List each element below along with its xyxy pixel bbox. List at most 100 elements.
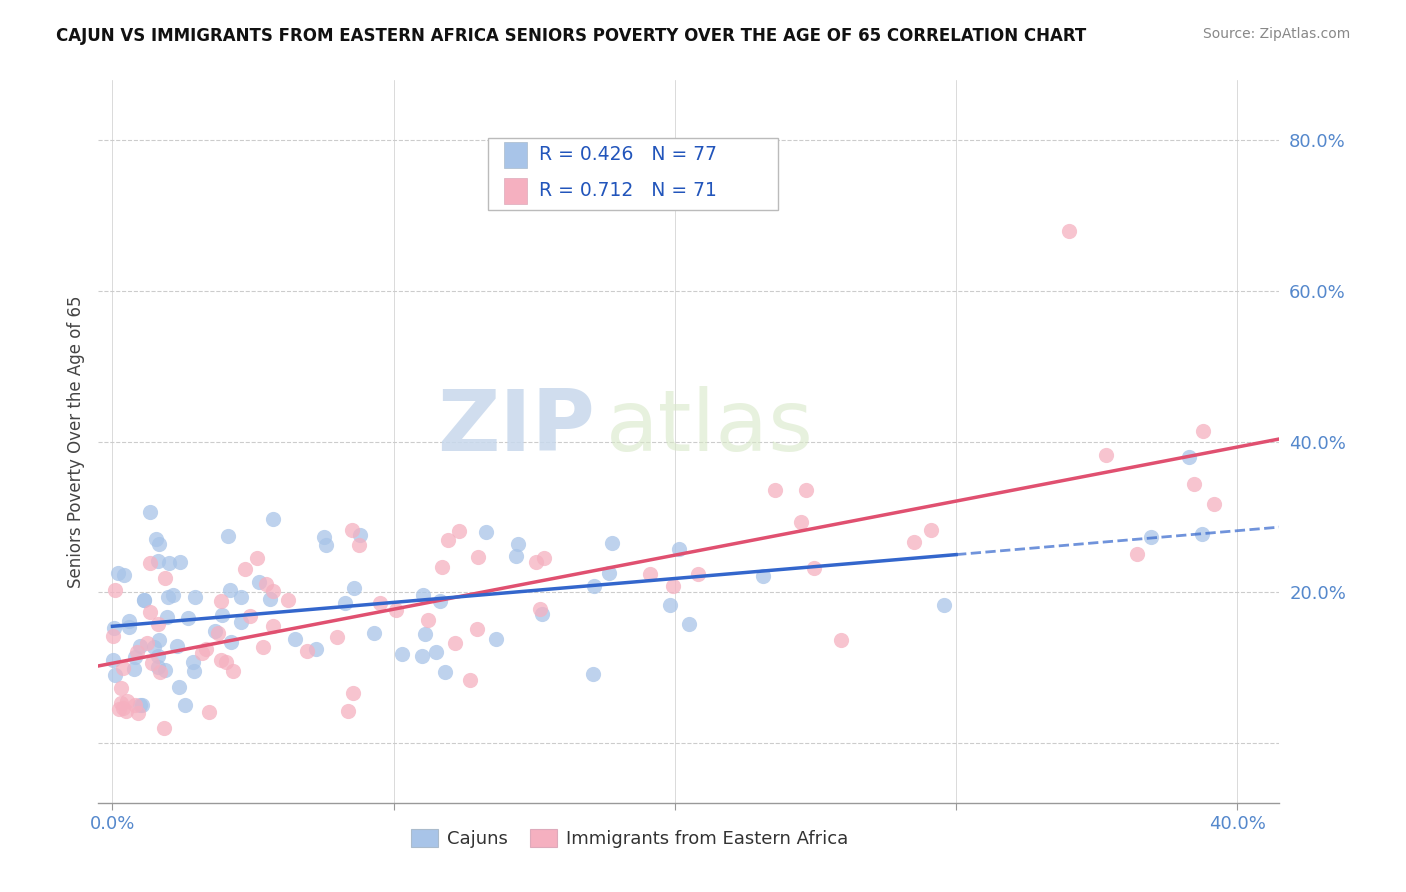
Point xyxy=(262,618,284,632)
Point xyxy=(349,528,371,542)
Point xyxy=(1126,547,1149,561)
Point xyxy=(108,702,131,716)
Point xyxy=(1204,497,1226,511)
Point xyxy=(752,569,775,583)
Point xyxy=(458,673,481,687)
Point xyxy=(148,660,170,674)
Point xyxy=(315,538,337,552)
Point xyxy=(218,582,240,597)
Point xyxy=(148,632,170,647)
Point xyxy=(122,663,145,677)
Point xyxy=(143,640,166,655)
Point xyxy=(508,537,530,551)
Point xyxy=(148,616,170,631)
Point xyxy=(149,665,172,679)
Point xyxy=(343,581,366,595)
Point xyxy=(418,613,440,627)
Point xyxy=(903,535,925,549)
Point xyxy=(425,645,447,659)
Point xyxy=(103,628,125,642)
Point xyxy=(254,577,277,591)
Point xyxy=(688,566,710,581)
Point xyxy=(207,626,229,640)
Point xyxy=(465,622,488,636)
Point xyxy=(156,610,179,624)
Point xyxy=(217,529,239,543)
Point xyxy=(211,608,233,623)
Point xyxy=(411,648,433,663)
Point xyxy=(219,635,242,649)
Point xyxy=(333,596,356,610)
Point xyxy=(934,598,956,612)
Point xyxy=(259,592,281,607)
Point xyxy=(107,566,129,580)
Point xyxy=(135,636,157,650)
Point xyxy=(148,537,170,551)
Point xyxy=(231,615,253,629)
Point xyxy=(183,664,205,678)
Point xyxy=(169,555,191,569)
Point xyxy=(661,579,683,593)
Point xyxy=(368,596,391,610)
Point xyxy=(153,571,176,585)
Point xyxy=(148,554,170,568)
Point xyxy=(1140,530,1163,544)
Point xyxy=(340,523,363,537)
Point xyxy=(658,598,681,612)
Point xyxy=(247,574,270,589)
Point xyxy=(430,559,453,574)
Point xyxy=(157,591,180,605)
Point xyxy=(110,681,132,695)
Bar xyxy=(503,178,527,204)
Point xyxy=(475,525,498,540)
Point xyxy=(1182,476,1205,491)
Point xyxy=(582,666,605,681)
Text: Source: ZipAtlas.com: Source: ZipAtlas.com xyxy=(1202,27,1350,41)
Point xyxy=(485,632,508,647)
Point xyxy=(104,668,127,682)
Point xyxy=(436,533,458,548)
Point xyxy=(444,635,467,649)
Point xyxy=(124,649,146,664)
Point xyxy=(166,639,188,653)
Point xyxy=(229,591,252,605)
Point xyxy=(129,639,152,653)
Point xyxy=(162,589,184,603)
Point xyxy=(668,542,690,557)
Point xyxy=(127,645,149,659)
Point xyxy=(433,665,456,679)
Bar xyxy=(503,142,527,168)
Point xyxy=(233,562,256,576)
Point xyxy=(524,555,547,569)
Point xyxy=(1094,448,1116,462)
Point xyxy=(246,551,269,566)
Point xyxy=(413,627,436,641)
Point xyxy=(505,549,527,563)
Point xyxy=(1191,527,1213,541)
Y-axis label: Seniors Poverty Over the Age of 65: Seniors Poverty Over the Age of 65 xyxy=(66,295,84,588)
Point xyxy=(194,642,217,657)
Point xyxy=(529,602,551,616)
Point xyxy=(920,524,942,538)
Point xyxy=(209,653,232,667)
Point xyxy=(153,663,176,677)
Point xyxy=(598,566,620,581)
Point xyxy=(678,616,700,631)
Text: ZIP: ZIP xyxy=(437,385,595,468)
Point xyxy=(112,661,135,675)
Point xyxy=(277,592,299,607)
Point xyxy=(763,483,786,497)
Point xyxy=(312,530,335,544)
Point xyxy=(531,607,554,621)
Point xyxy=(127,706,149,720)
Point xyxy=(139,605,162,619)
Point xyxy=(176,610,198,624)
Point xyxy=(600,535,623,549)
Point xyxy=(385,603,408,617)
Point xyxy=(132,592,155,607)
Point xyxy=(215,655,238,669)
Point xyxy=(103,621,125,635)
Text: R = 0.712   N = 71: R = 0.712 N = 71 xyxy=(538,181,717,201)
Point xyxy=(146,649,169,664)
Point xyxy=(159,556,181,570)
